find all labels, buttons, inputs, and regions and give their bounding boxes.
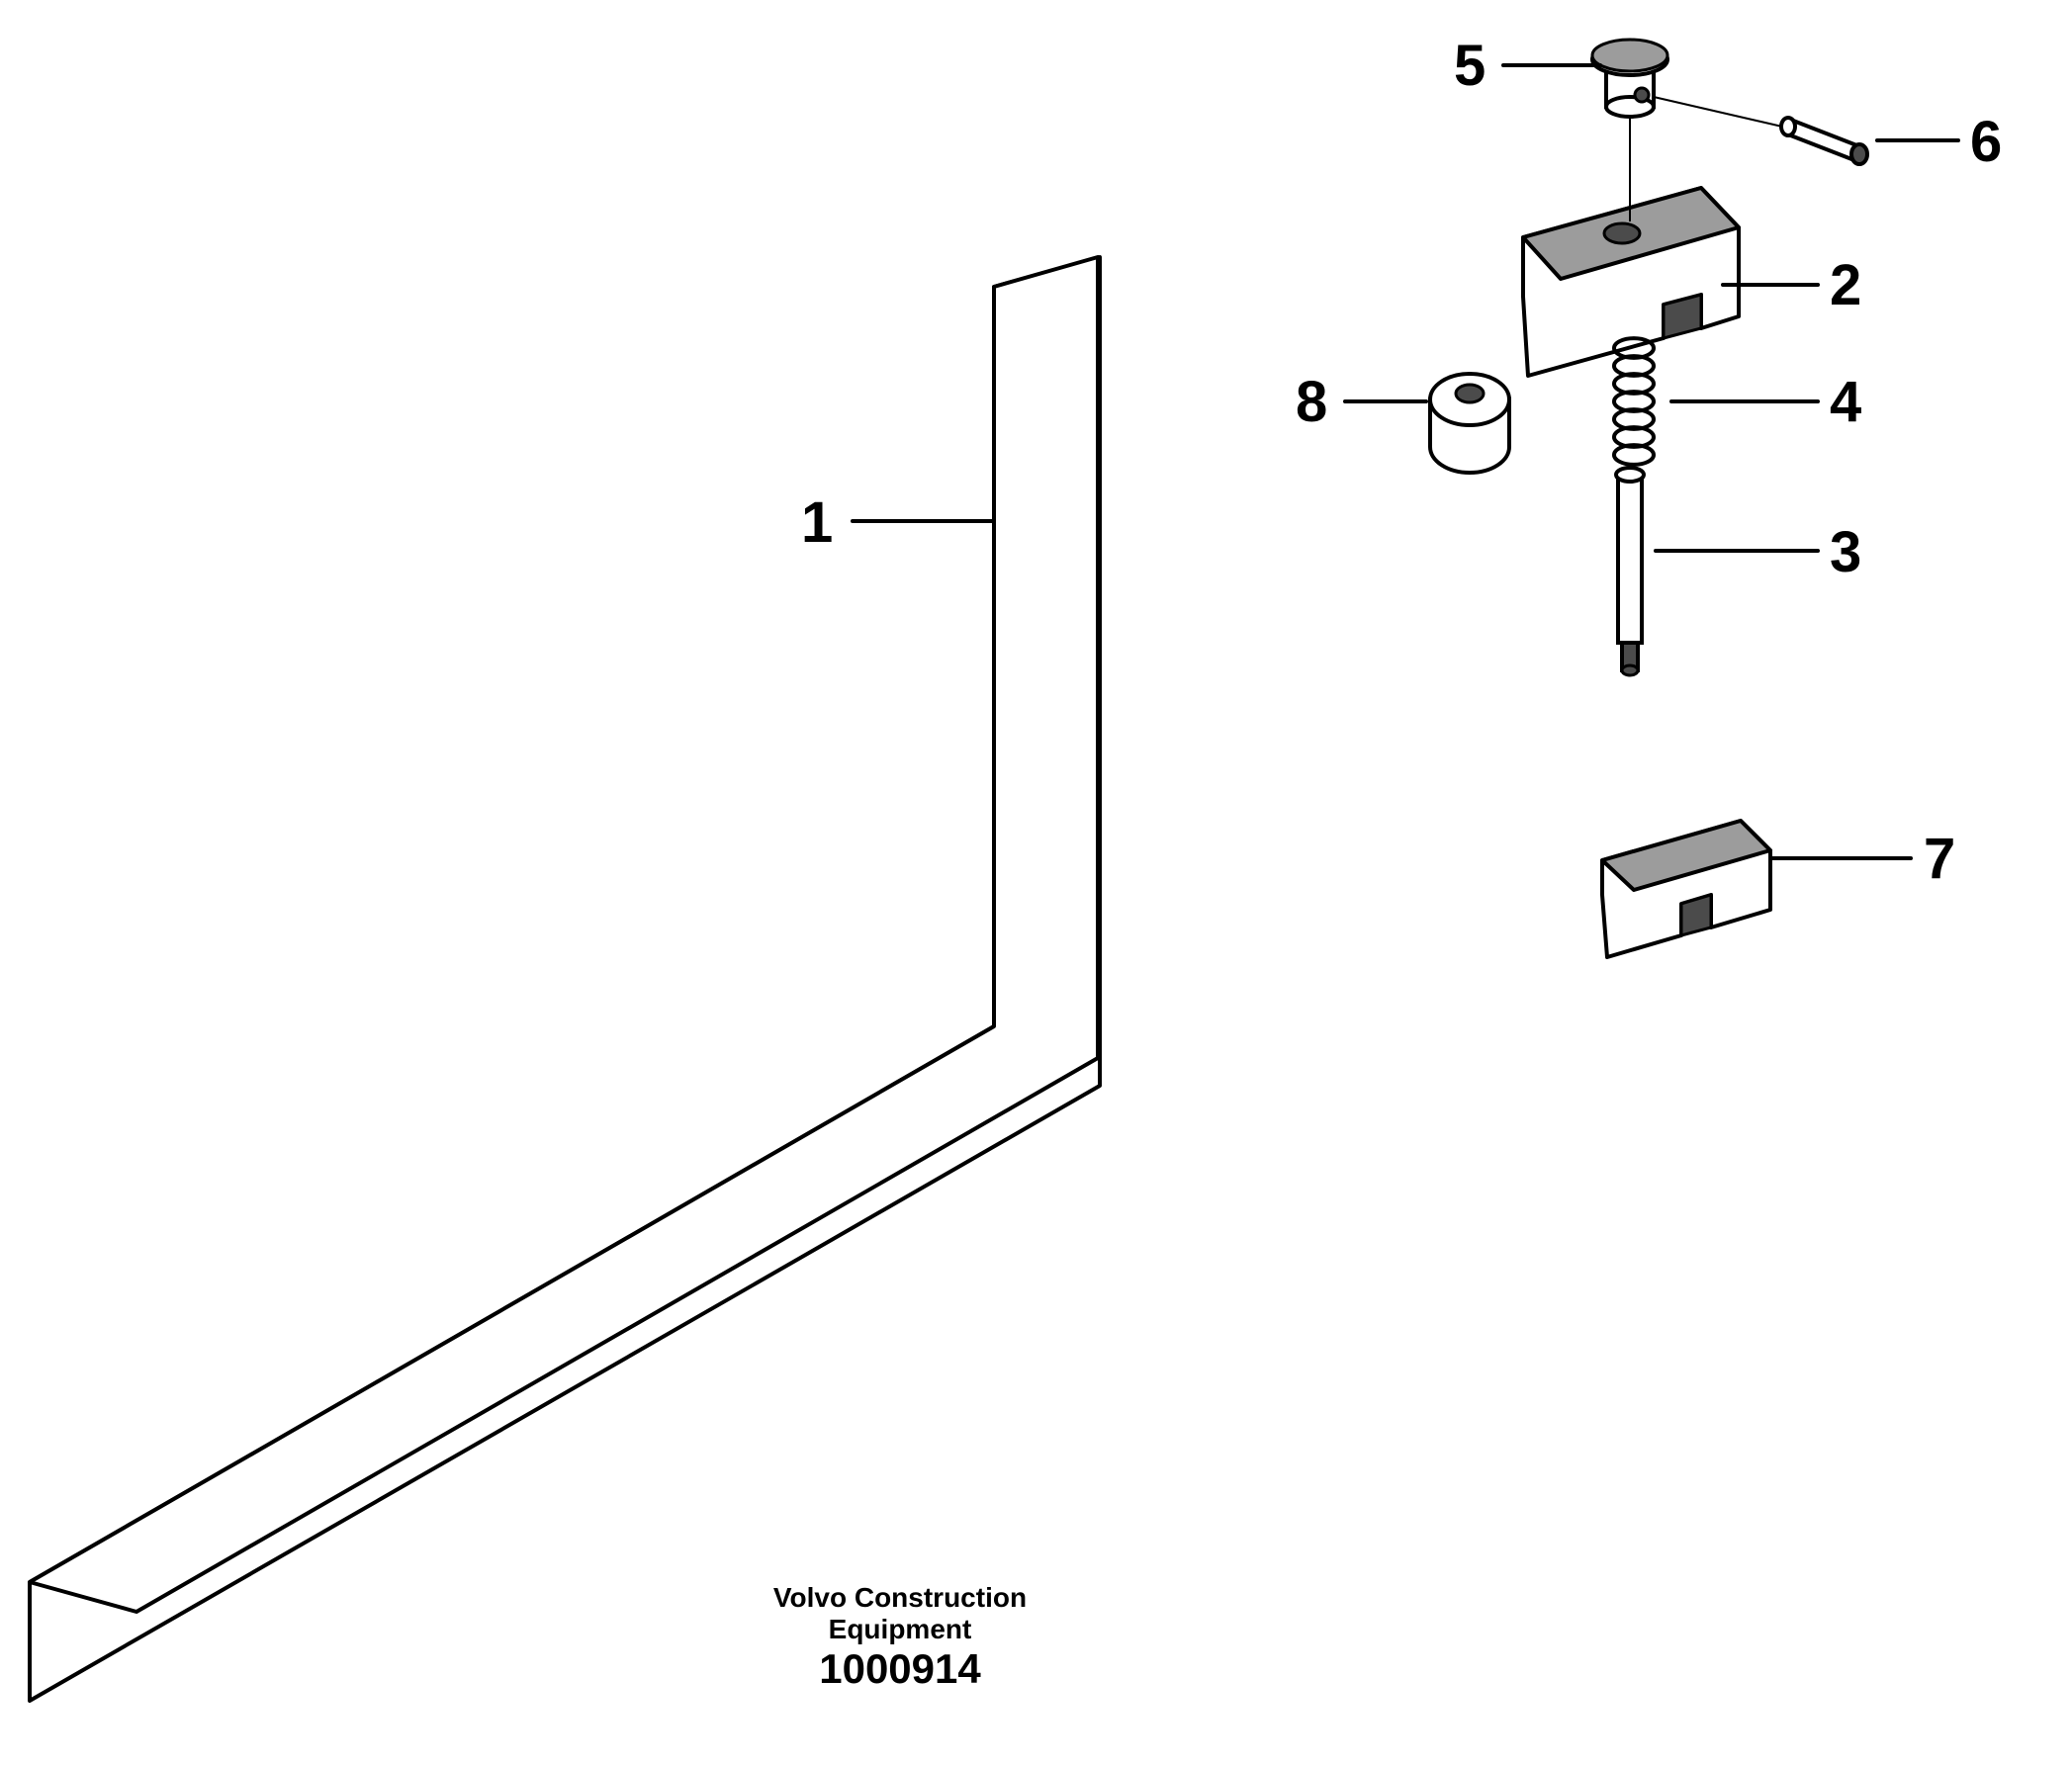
callout-6: 6 [1970, 114, 2002, 171]
diagram-svg [0, 0, 2072, 1766]
branding-line2: Equipment [702, 1614, 1098, 1645]
callout-8: 8 [1296, 374, 1327, 431]
callout-2: 2 [1830, 257, 1861, 314]
callout-3: 3 [1830, 524, 1861, 581]
callout-7: 7 [1924, 831, 1955, 888]
diagram-stage: 1 2 3 4 5 6 7 8 Volvo Construction Equip… [0, 0, 2072, 1766]
callout-1: 1 [801, 494, 833, 552]
branding-block: Volvo Construction Equipment 1000914 [702, 1582, 1098, 1693]
branding-code: 1000914 [702, 1645, 1098, 1693]
callout-5: 5 [1454, 38, 1486, 95]
callout-4: 4 [1830, 374, 1861, 431]
branding-line1: Volvo Construction [702, 1582, 1098, 1614]
